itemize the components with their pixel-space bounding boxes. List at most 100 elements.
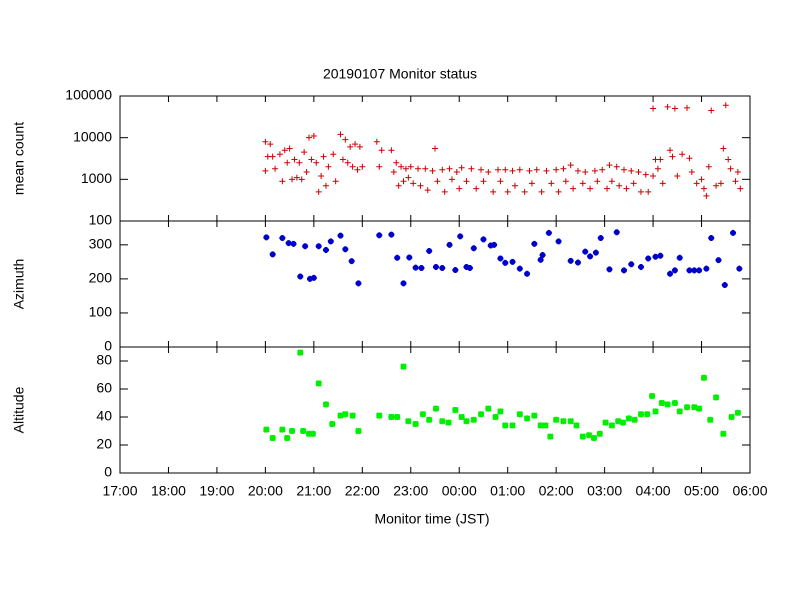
y-tick-label: 0 <box>104 338 112 354</box>
data-point <box>552 416 560 424</box>
data-point <box>337 412 344 419</box>
data-point <box>269 251 276 258</box>
data-point <box>720 145 727 152</box>
data-point <box>393 159 400 166</box>
data-point <box>327 238 334 245</box>
data-point <box>296 159 303 166</box>
data-point <box>429 167 436 174</box>
y-tick-label: 100 <box>89 212 113 228</box>
data-point <box>325 163 332 170</box>
x-tick-label: 03:00 <box>587 483 622 499</box>
data-point <box>406 254 413 261</box>
data-point <box>623 185 630 192</box>
data-point <box>587 185 594 192</box>
data-point <box>590 434 598 442</box>
x-tick-label: 18:00 <box>151 483 186 499</box>
data-point <box>297 273 304 280</box>
data-point <box>330 151 337 158</box>
y-tick-label: 200 <box>89 270 113 286</box>
y-tick-label: 40 <box>96 408 112 424</box>
x-tick-label: 04:00 <box>636 483 671 499</box>
data-point <box>495 166 501 173</box>
data-point <box>582 168 589 175</box>
data-point <box>286 145 293 152</box>
data-point <box>688 168 695 175</box>
data-point <box>400 178 407 185</box>
data-point <box>407 163 414 170</box>
data-point <box>713 182 720 189</box>
data-point <box>267 141 274 148</box>
data-point <box>521 188 528 195</box>
data-point <box>567 257 574 264</box>
data-point <box>582 248 589 255</box>
data-point <box>352 141 359 148</box>
x-tick-label: 21:00 <box>296 483 331 499</box>
data-point <box>587 253 594 260</box>
data-point <box>337 232 344 239</box>
data-point <box>637 188 644 195</box>
data-point <box>511 182 518 189</box>
data-point <box>313 159 320 166</box>
data-point <box>703 265 710 272</box>
data-point <box>289 176 296 183</box>
data-point <box>625 415 633 422</box>
data-point <box>671 105 678 112</box>
data-point <box>490 188 497 195</box>
data-point <box>703 192 710 199</box>
x-tick-label: 20:00 <box>248 483 283 499</box>
data-point <box>485 168 492 175</box>
data-point <box>432 405 440 412</box>
data-point <box>388 413 395 421</box>
data-point <box>658 399 666 407</box>
data-point <box>497 255 504 262</box>
data-point <box>732 178 739 185</box>
data-point <box>279 426 286 433</box>
x-tick-label: 17:00 <box>102 483 137 499</box>
data-point <box>637 263 644 270</box>
data-point <box>548 180 555 187</box>
data-point <box>693 180 700 187</box>
data-point <box>376 163 383 170</box>
data-point <box>542 422 549 429</box>
data-point <box>272 165 279 172</box>
data-point <box>310 274 317 281</box>
data-point <box>579 433 587 440</box>
data-point <box>332 178 339 185</box>
data-point <box>269 434 276 442</box>
data-point <box>657 156 664 163</box>
y-axis-label: mean count <box>11 122 27 195</box>
data-point <box>398 163 405 170</box>
data-point <box>322 246 329 253</box>
data-point <box>448 176 455 183</box>
data-point <box>574 167 581 174</box>
data-point <box>356 143 363 150</box>
x-tick-label: 02:00 <box>539 483 574 499</box>
y-tick-label: 300 <box>89 236 113 252</box>
data-point <box>276 151 283 158</box>
data-point <box>310 132 317 139</box>
data-point <box>674 173 681 180</box>
data-point <box>698 176 705 183</box>
data-point <box>342 410 349 418</box>
data-point <box>262 167 269 174</box>
x-tick-label: 06:00 <box>732 483 767 499</box>
data-point <box>405 174 412 181</box>
data-point <box>695 405 703 412</box>
data-point <box>553 166 560 173</box>
data-point <box>614 417 622 425</box>
data-point <box>318 173 325 180</box>
data-point <box>606 266 613 273</box>
data-point <box>463 263 470 270</box>
data-point <box>676 408 683 415</box>
data-point <box>567 162 574 169</box>
data-point <box>613 229 620 236</box>
data-point <box>376 412 383 419</box>
x-tick-label: 23:00 <box>393 483 428 499</box>
data-point <box>329 420 336 428</box>
data-point <box>667 147 674 154</box>
data-point <box>650 105 657 112</box>
data-point <box>644 410 651 418</box>
data-point <box>676 254 683 261</box>
data-point <box>684 104 690 111</box>
y-tick-label: 100 <box>89 304 113 320</box>
